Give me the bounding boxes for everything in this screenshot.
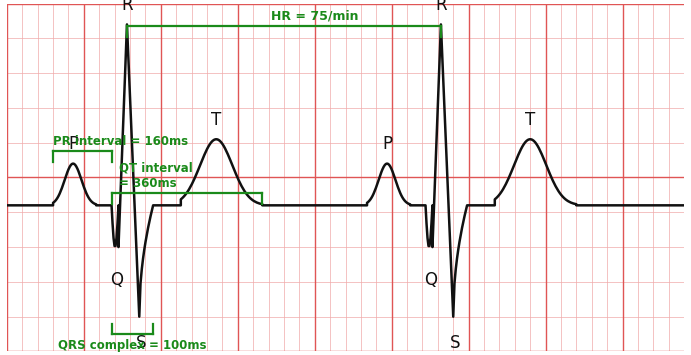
Text: HR = 75/min: HR = 75/min bbox=[271, 10, 359, 23]
Text: R: R bbox=[121, 0, 133, 14]
Text: R: R bbox=[435, 0, 447, 14]
Text: P: P bbox=[382, 135, 392, 153]
Text: QRS complex = 100ms: QRS complex = 100ms bbox=[58, 339, 207, 352]
Text: T: T bbox=[211, 111, 221, 129]
Text: P: P bbox=[68, 135, 78, 153]
Text: PR interval = 160ms: PR interval = 160ms bbox=[53, 135, 188, 148]
Text: S: S bbox=[135, 334, 146, 352]
Text: Q: Q bbox=[111, 272, 124, 289]
Text: Q: Q bbox=[424, 272, 437, 289]
Text: QT interval
= 360ms: QT interval = 360ms bbox=[120, 162, 193, 190]
Text: T: T bbox=[525, 111, 536, 129]
Text: S: S bbox=[450, 334, 460, 352]
